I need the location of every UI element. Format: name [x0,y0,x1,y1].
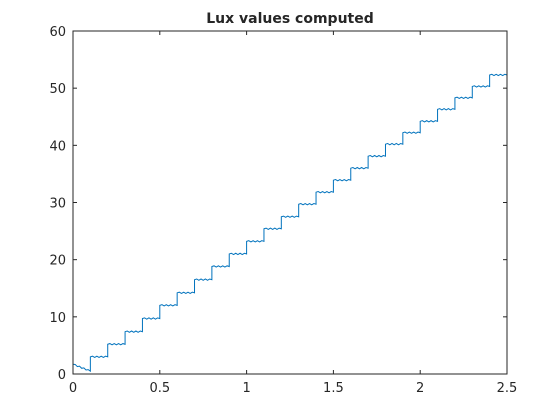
tick-layer: 0 0.5 1 1.5 2 2.5 0 10 20 30 40 50 60 [49,25,517,396]
y-tick-label: 20 [49,254,66,269]
y-tick-label: 50 [49,82,66,97]
x-tick-label: 0 [69,381,77,396]
x-tick-label: 1.5 [323,381,344,396]
y-tick-label: 60 [49,25,66,40]
y-tick-label: 10 [49,311,66,326]
x-tick-label: 1 [242,381,250,396]
plot-area [73,31,507,374]
chart-title: Lux values computed [206,11,374,27]
axes-box [72,30,508,375]
data-layer [72,63,508,373]
x-tick-label: 0.5 [149,381,170,396]
x-tick-label: 2.5 [497,381,518,396]
y-tick-label: 30 [49,197,66,212]
x-tick-label: 2 [416,381,424,396]
series-line [72,63,508,373]
y-tick-label: 40 [49,139,66,154]
y-tick-label: 0 [58,368,66,383]
